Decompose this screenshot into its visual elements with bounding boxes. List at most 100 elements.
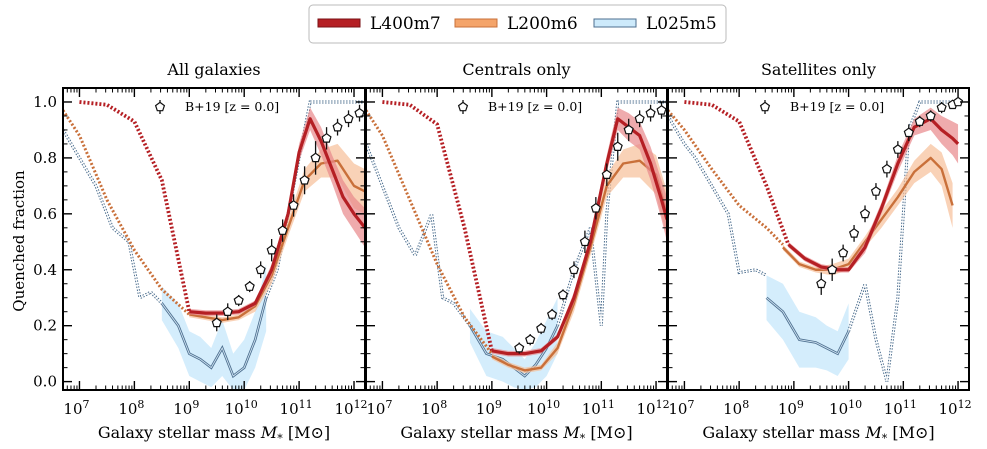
obs-point: [233, 295, 244, 305]
x-tick-label: 1011: [884, 398, 917, 418]
panel-all-galaxies: All galaxies B+19 [z = 0.0] 107 108 109 1010 1…: [33, 60, 367, 445]
legend-label-l200m6: L200m6: [507, 14, 578, 34]
dotted-l200m6: [366, 109, 494, 355]
legend-swatch-l400m7: [317, 18, 361, 28]
obs-point: [590, 202, 601, 213]
panel-centrals-only: Centrals only B+19 [z = 0.0] 107 108 109 1010…: [365, 60, 670, 445]
obs-point: [354, 107, 365, 118]
y-axis-label: Quenched fraction: [10, 170, 28, 312]
x-tick-label: 109: [476, 398, 502, 418]
obs-point: [536, 323, 547, 333]
obs-point: [332, 121, 343, 132]
dotted-l400m7: [382, 100, 494, 352]
legend-item-l400m7: L400m7: [317, 14, 441, 34]
legend: L400m7 L200m6 L025m5: [308, 4, 727, 44]
obs-point: [310, 152, 321, 163]
x-tick-label: 107: [668, 398, 694, 418]
obs-point: [266, 244, 277, 255]
obs-point: [838, 247, 849, 258]
dotted-l200m6: [668, 109, 784, 246]
obs-legend-marker: [154, 101, 166, 112]
obs-point: [244, 281, 255, 291]
line-inner-l025m5: [161, 297, 267, 377]
legend-frame: [308, 4, 727, 44]
dotted-l200m6: [63, 109, 191, 316]
band-l400m7: [189, 107, 365, 316]
legend-item-l025m5: L025m5: [593, 14, 717, 34]
legend-label-l400m7: L400m7: [370, 14, 441, 34]
obs-legend-label: B+19 [z = 0.0]: [790, 99, 884, 114]
obs-point: [277, 225, 288, 235]
y-tick-label: 0.6: [33, 205, 57, 223]
obs-point: [952, 96, 964, 107]
obs-point: [827, 264, 838, 275]
line-l400m7: [787, 117, 960, 272]
obs-point: [859, 208, 871, 219]
x-tick-label: 108: [421, 398, 447, 418]
obs-point: [579, 236, 591, 247]
x-tick-label: 108: [723, 398, 749, 418]
legend-swatch-l200m6: [454, 18, 498, 28]
dotted-l400m7: [684, 100, 791, 246]
x-tick-label: 1010: [527, 398, 560, 418]
line-inner-l025m5: [766, 297, 850, 355]
obs-point: [546, 309, 558, 319]
obs-point: [816, 278, 827, 289]
x-axis-label: Galaxy stellar mass M* [M⊙]: [702, 423, 934, 445]
band-l025m5: [161, 264, 267, 390]
panel-title: Satellites only: [761, 60, 876, 79]
obs-point: [612, 141, 623, 151]
obs-point: [343, 113, 354, 124]
obs-point: [881, 163, 893, 174]
line-inner-l025m5: [469, 325, 558, 377]
obs-point: [299, 174, 310, 185]
obs-point: [870, 186, 882, 196]
obs-point: [601, 169, 612, 179]
obs-point: [892, 144, 903, 154]
y-tick-label: 0.4: [33, 261, 57, 279]
panel-satellites-only: Satellites only B+19 [z = 0.0] 107 108 109 10…: [667, 60, 972, 445]
panel-title: All galaxies: [166, 60, 260, 79]
dotted-end-inner-l025m5: [557, 101, 667, 326]
obs-point: [211, 317, 222, 328]
y-tick-label: 0.8: [33, 149, 57, 167]
obs-point: [525, 334, 536, 344]
obs-point: [568, 264, 580, 275]
obs-point: [903, 127, 914, 138]
obs-point: [514, 342, 525, 353]
plot-area: [63, 100, 365, 390]
obs-point: [321, 132, 332, 143]
band-l200m6: [189, 143, 365, 323]
obs-point: [222, 306, 233, 316]
panel-frame: [667, 87, 970, 391]
obs-point: [936, 102, 947, 112]
y-tick-label: 0.0: [33, 373, 57, 391]
band-l200m6: [491, 143, 667, 374]
legend-swatch-l025m5: [593, 18, 637, 28]
x-tick-label: 1010: [829, 398, 862, 418]
line-l200m6: [491, 159, 667, 372]
x-tick-label: 107: [366, 398, 392, 418]
dotted-inner-l025m5: [668, 115, 767, 276]
legend-label-l025m5: L025m5: [646, 14, 717, 34]
x-tick-label: 1011: [582, 398, 615, 418]
y-tick-label: 1.0: [33, 93, 57, 111]
obs-point: [255, 264, 266, 275]
obs-point: [634, 113, 645, 124]
dotted-end-inner-l025m5: [848, 101, 959, 382]
legend-item-l200m6: L200m6: [454, 14, 578, 34]
obs-point: [557, 289, 569, 300]
obs-legend-marker: [759, 101, 771, 112]
plot-area: [668, 96, 964, 382]
obs-point: [656, 105, 667, 115]
x-tick-label: 1012: [334, 398, 367, 418]
band-l200m6: [782, 143, 953, 276]
x-tick-label: 1011: [280, 398, 313, 418]
band-l400m7: [491, 107, 667, 357]
plot-area: [366, 100, 667, 390]
x-tick-label: 1010: [225, 398, 258, 418]
obs-legend-marker: [457, 101, 469, 112]
obs-point: [288, 200, 299, 210]
x-tick-label: 109: [778, 398, 804, 418]
